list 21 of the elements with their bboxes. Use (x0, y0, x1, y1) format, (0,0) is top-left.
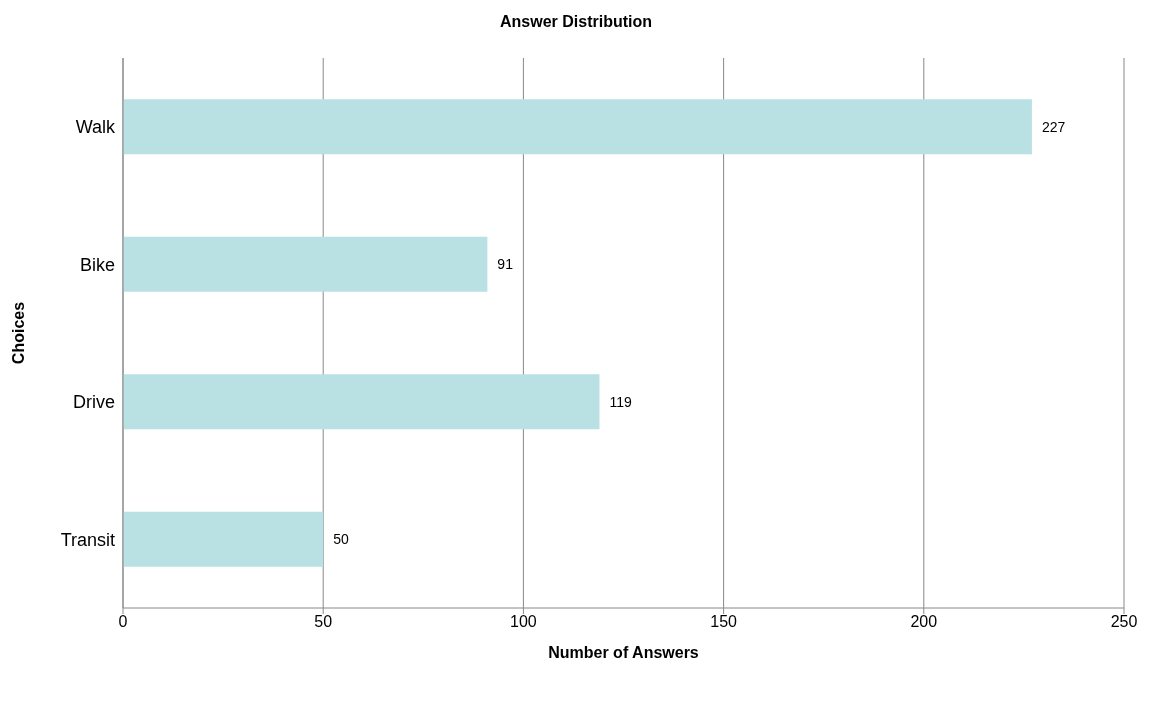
x-tick-label: 50 (314, 613, 333, 631)
bar (123, 236, 488, 292)
x-tick-label: 150 (710, 613, 738, 631)
chart-title: Answer Distribution (499, 12, 653, 32)
data-label: 119 (609, 393, 633, 410)
data-label: 91 (497, 256, 514, 273)
y-tick-label: Walk (75, 117, 116, 138)
x-tick-label: 250 (1110, 613, 1138, 631)
bar (123, 511, 324, 567)
data-label: 50 (333, 531, 349, 548)
bar (123, 374, 600, 430)
bar (123, 99, 1032, 155)
y-tick-label: Bike (79, 254, 115, 275)
x-tick-label: 0 (118, 613, 128, 631)
y-axis-title: Choices (9, 301, 27, 365)
y-tick-label: Transit (60, 529, 115, 550)
data-label: 227 (1041, 118, 1066, 135)
x-axis-title: Number of Answers (548, 644, 699, 661)
x-tick-label: 200 (910, 613, 938, 631)
x-tick-label: 100 (510, 613, 537, 631)
y-tick-label: Drive (72, 392, 115, 413)
